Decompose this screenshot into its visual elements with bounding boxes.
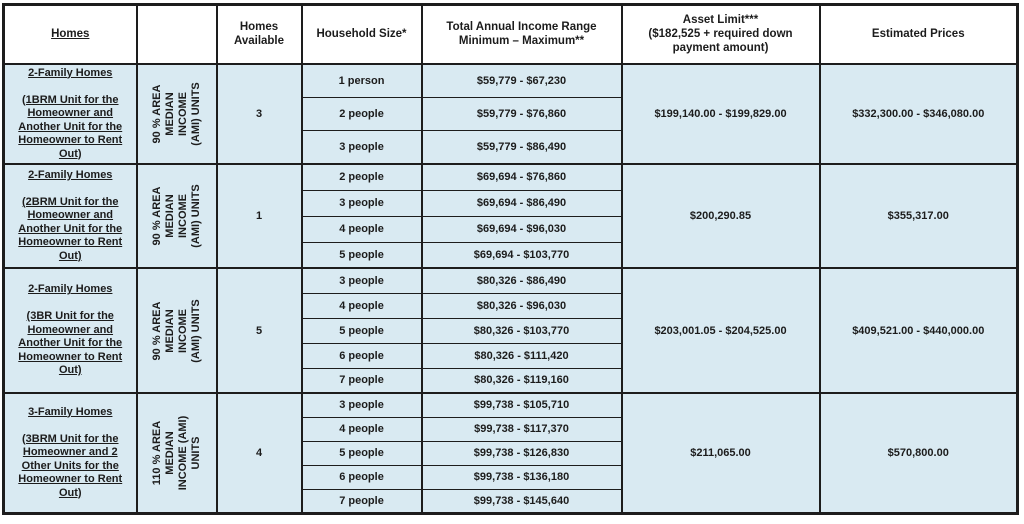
income-range-cell: $99,738 - $136,180 xyxy=(420,464,623,490)
income-range-cell: $59,779 - $86,490 xyxy=(420,130,623,165)
household-size-cell: 2 people xyxy=(300,96,423,131)
income-range-cell: $69,694 - $103,770 xyxy=(420,241,623,269)
homes-available-cell: 3 xyxy=(215,62,303,165)
household-size-cell: 3 people xyxy=(300,392,423,418)
vertical-text-wrapper: 90 % AREA MEDIAN INCOME (AMI) UNITS xyxy=(139,65,215,162)
table-row: 7 people $99,738 - $145,640 xyxy=(4,488,1018,514)
income-range-cell: $80,326 - $103,770 xyxy=(420,317,623,344)
income-range-cell: $80,326 - $96,030 xyxy=(420,292,623,319)
table-row: 6 people $99,738 - $136,180 xyxy=(4,464,1018,490)
household-size-cell: 3 people xyxy=(300,189,423,217)
income-range-cell: $99,738 - $105,710 xyxy=(420,392,623,418)
homes-available-cell: 5 xyxy=(215,267,303,394)
header-income-range: Total Annual Income Range Minimum – Maxi… xyxy=(420,3,623,65)
household-size-cell: 3 people xyxy=(300,130,423,165)
income-range-cell: $80,326 - $111,420 xyxy=(420,342,623,369)
table-row: 7 people $80,326 - $119,160 xyxy=(4,367,1018,394)
household-size-cell: 6 people xyxy=(300,342,423,369)
ami-vertical-text: 90 % AREA MEDIAN INCOME (AMI) UNITS xyxy=(150,81,202,146)
table-row: 2-Family Homes (1BRM Unit for the Homeow… xyxy=(2,62,1019,165)
header-asset-limit: Asset Limit*** ($182,525 + required down… xyxy=(620,3,821,65)
household-size-cell: 2 people xyxy=(300,163,423,191)
household-size-cell: 7 people xyxy=(300,367,423,394)
asset-limit-cell: $200,290.85 xyxy=(620,163,821,269)
table-row: 2 people $59,779 - $76,860 xyxy=(4,96,1018,131)
header-ami xyxy=(135,3,218,65)
ami-category-label: 90 % AREA MEDIAN INCOME (AMI) UNITS xyxy=(135,267,218,394)
homes-description-cell: 2-Family Homes (1BRM Unit for the Homeow… xyxy=(2,62,138,165)
header-estimated-prices: Estimated Prices xyxy=(818,3,1019,65)
household-size-cell: 4 people xyxy=(300,416,423,442)
estimated-prices-cell: $409,521.00 - $440,000.00 xyxy=(818,267,1019,394)
asset-limit-cell: $199,140.00 - $199,829.00 xyxy=(620,62,821,165)
asset-limit-cell: $203,001.05 - $204,525.00 xyxy=(620,267,821,394)
homes-description-cell: 2-Family Homes (3BR Unit for the Homeown… xyxy=(2,267,138,394)
ami-category-label: 90 % AREA MEDIAN INCOME (AMI) UNITS xyxy=(135,163,218,269)
income-range-cell: $80,326 - $119,160 xyxy=(420,367,623,394)
ami-category-label: 110 % AREA MEDIAN INCOME (AMI) UNITS xyxy=(135,392,218,514)
income-range-cell: $59,779 - $67,230 xyxy=(420,62,623,98)
income-range-cell: $99,738 - $117,370 xyxy=(420,416,623,442)
income-range-cell: $59,779 - $76,860 xyxy=(420,96,623,131)
household-size-cell: 4 people xyxy=(300,215,423,243)
vertical-text-wrapper: 110 % AREA MEDIAN INCOME (AMI) UNITS xyxy=(139,395,215,511)
income-range-cell: $80,326 - $86,490 xyxy=(420,267,623,294)
header-homes: Homes xyxy=(2,3,138,65)
household-size-cell: 6 people xyxy=(300,464,423,490)
household-size-cell: 3 people xyxy=(300,267,423,294)
table-row: 3 people $59,779 - $86,490 xyxy=(4,130,1018,165)
income-range-cell: $99,738 - $145,640 xyxy=(420,488,623,514)
income-limits-table: Homes Homes Available Household Size* To… xyxy=(2,3,1019,515)
household-size-cell: 5 people xyxy=(300,241,423,269)
ami-category-label: 90 % AREA MEDIAN INCOME (AMI) UNITS xyxy=(135,62,218,165)
household-size-cell: 7 people xyxy=(300,488,423,514)
table-row: 4 people $69,694 - $96,030 xyxy=(4,215,1018,243)
table-row: 6 people $80,326 - $111,420 xyxy=(4,342,1018,369)
table-row: 2-Family Homes (2BRM Unit for the Homeow… xyxy=(2,163,1019,269)
household-size-cell: 5 people xyxy=(300,317,423,344)
household-size-cell: 5 people xyxy=(300,440,423,466)
estimated-prices-cell: $355,317.00 xyxy=(818,163,1019,269)
table-row: 4 people $80,326 - $96,030 xyxy=(4,292,1018,319)
table-row: 3 people $69,694 - $86,490 xyxy=(4,189,1018,217)
ami-vertical-text: 90 % AREA MEDIAN INCOME (AMI) UNITS xyxy=(150,298,202,363)
household-size-cell: 4 people xyxy=(300,292,423,319)
vertical-text-wrapper: 90 % AREA MEDIAN INCOME (AMI) UNITS xyxy=(139,166,215,266)
income-range-cell: $69,694 - $86,490 xyxy=(420,189,623,217)
income-range-cell: $69,694 - $76,860 xyxy=(420,163,623,191)
vertical-text-wrapper: 90 % AREA MEDIAN INCOME (AMI) UNITS xyxy=(139,270,215,391)
table-row: 2-Family Homes (3BR Unit for the Homeown… xyxy=(2,267,1019,394)
income-range-cell: $69,694 - $96,030 xyxy=(420,215,623,243)
table-row: 5 people $69,694 - $103,770 xyxy=(4,241,1018,269)
header-homes-available: Homes Available xyxy=(215,3,303,65)
header-household-size: Household Size* xyxy=(300,3,423,65)
homes-available-cell: 4 xyxy=(215,392,303,514)
homes-description-cell: 2-Family Homes (2BRM Unit for the Homeow… xyxy=(2,163,138,269)
homes-description-cell: 3-Family Homes (3BRM Unit for the Homeow… xyxy=(2,392,138,514)
table-row: 5 people $99,738 - $126,830 xyxy=(4,440,1018,466)
table-row: 5 people $80,326 - $103,770 xyxy=(4,317,1018,344)
ami-vertical-text: 90 % AREA MEDIAN INCOME (AMI) UNITS xyxy=(150,184,202,248)
estimated-prices-cell: $332,300.00 - $346,080.00 xyxy=(818,62,1019,165)
table-row: 4 people $99,738 - $117,370 xyxy=(4,416,1018,442)
table-row: 3-Family Homes (3BRM Unit for the Homeow… xyxy=(2,392,1019,514)
header-row: Homes Homes Available Household Size* To… xyxy=(2,3,1019,65)
ami-vertical-text: 110 % AREA MEDIAN INCOME (AMI) UNITS xyxy=(150,415,202,491)
asset-limit-cell: $211,065.00 xyxy=(620,392,821,514)
estimated-prices-cell: $570,800.00 xyxy=(818,392,1019,514)
homes-available-cell: 1 xyxy=(215,163,303,269)
income-range-cell: $99,738 - $126,830 xyxy=(420,440,623,466)
household-size-cell: 1 person xyxy=(300,62,423,98)
